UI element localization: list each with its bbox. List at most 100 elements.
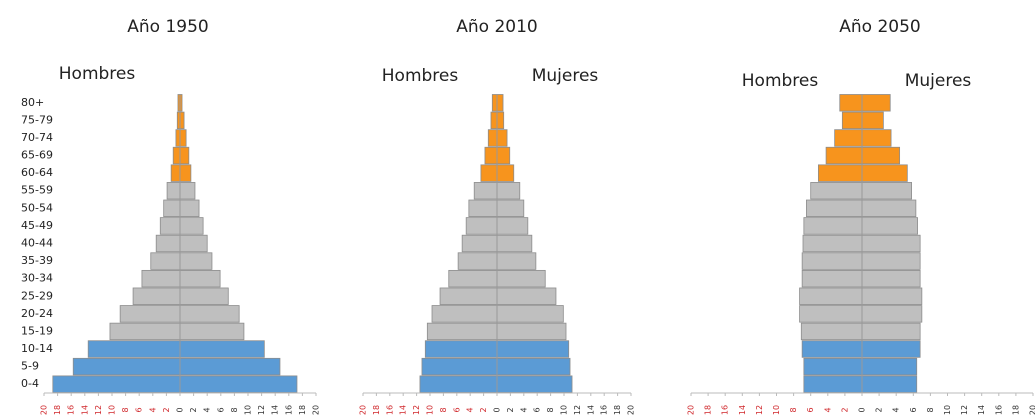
x-tick-label: 0 — [493, 407, 502, 412]
x-tick-label: 16 — [600, 405, 609, 415]
bar — [496, 357, 571, 376]
bar — [166, 182, 181, 200]
x-tick-label: 2 — [189, 407, 198, 412]
x-tick-label: 4 — [466, 407, 475, 412]
bar — [801, 252, 863, 270]
bar — [825, 146, 863, 165]
category-label: 15-19 — [21, 324, 53, 337]
bar — [800, 322, 863, 341]
bar — [119, 305, 181, 323]
bar — [496, 129, 508, 147]
category-label: 30-34 — [21, 272, 53, 285]
x-tick-label: 6 — [533, 407, 542, 412]
x-tick-label: 20 — [627, 405, 636, 415]
x-tick-label: 6 — [135, 407, 144, 412]
bar — [841, 111, 863, 130]
bar — [179, 146, 190, 165]
bar — [496, 182, 521, 200]
bar — [861, 357, 918, 376]
bar — [179, 129, 187, 147]
bar — [496, 217, 529, 235]
x-tick-label: 18 — [613, 405, 622, 415]
x-tick-label: 18 — [1011, 405, 1020, 415]
category-label: 80+ — [21, 96, 44, 109]
x-tick-label: 12 — [412, 405, 421, 415]
category-label: 25-29 — [21, 289, 53, 302]
x-tick-label: 12 — [573, 405, 582, 415]
bar — [803, 217, 863, 235]
x-tick-label: 6 — [806, 407, 815, 412]
bar — [496, 234, 533, 253]
bar — [803, 357, 863, 376]
bar — [496, 305, 564, 323]
legend-label: Hombres — [382, 66, 459, 86]
bar — [861, 305, 923, 323]
bar — [170, 164, 181, 182]
x-tick-label: 20 — [40, 405, 49, 415]
bar — [431, 305, 498, 323]
bar — [179, 357, 281, 376]
bar — [861, 94, 891, 112]
x-tick-label: 20 — [687, 405, 696, 415]
x-tick-label: 14 — [399, 405, 408, 415]
x-tick-label: 6 — [909, 407, 918, 412]
category-label: 40-44 — [21, 237, 53, 250]
bar — [496, 94, 504, 112]
bar — [465, 217, 498, 235]
x-tick-label: 4 — [823, 407, 832, 412]
bar — [861, 375, 918, 393]
bar — [179, 164, 192, 182]
x-tick-label: 12 — [257, 405, 266, 415]
x-tick-label: 10 — [244, 405, 253, 415]
x-tick-label: 2 — [506, 407, 515, 412]
x-tick-label: 4 — [892, 407, 901, 412]
x-tick-label: 0 — [858, 407, 867, 412]
bar — [179, 305, 240, 323]
bar — [490, 111, 498, 130]
bar — [496, 199, 525, 218]
bar — [491, 94, 498, 112]
bar — [799, 287, 863, 305]
category-label: 75-79 — [21, 113, 53, 126]
x-tick-label: 4 — [203, 407, 212, 412]
bar — [861, 217, 918, 235]
bar — [179, 252, 213, 270]
bar — [448, 269, 498, 288]
bar — [424, 340, 498, 358]
x-tick-label: 18 — [704, 405, 713, 415]
bar — [179, 322, 245, 341]
bar — [861, 111, 884, 130]
x-tick-label: 20 — [1029, 405, 1035, 415]
bar — [480, 164, 498, 182]
x-tick-label: 20 — [359, 405, 368, 415]
bar — [803, 375, 863, 393]
bar — [179, 234, 208, 253]
bar — [457, 252, 498, 270]
x-tick-label: 16 — [994, 405, 1003, 415]
x-tick-label: 10 — [943, 405, 952, 415]
bar — [179, 287, 229, 305]
bar — [496, 146, 511, 165]
chart-title: Año 2010 — [456, 17, 537, 37]
bar — [861, 146, 901, 165]
bar — [861, 340, 921, 358]
bar — [861, 129, 892, 147]
bar — [175, 129, 181, 147]
x-tick-label: 14 — [586, 405, 595, 415]
bar — [496, 340, 570, 358]
bar — [179, 340, 265, 358]
x-tick-label: 2 — [162, 407, 171, 412]
bar — [861, 182, 912, 200]
bar — [155, 234, 181, 253]
category-label: 10-14 — [21, 342, 53, 355]
bar — [52, 375, 181, 393]
bar — [439, 287, 498, 305]
chart-title: Año 2050 — [839, 17, 920, 37]
x-tick-label: 6 — [452, 407, 461, 412]
bar — [496, 269, 546, 288]
bar — [179, 199, 200, 218]
bar — [806, 199, 863, 218]
x-tick-label: 16 — [721, 405, 730, 415]
x-tick-label: 18 — [372, 405, 381, 415]
bar — [132, 287, 181, 305]
